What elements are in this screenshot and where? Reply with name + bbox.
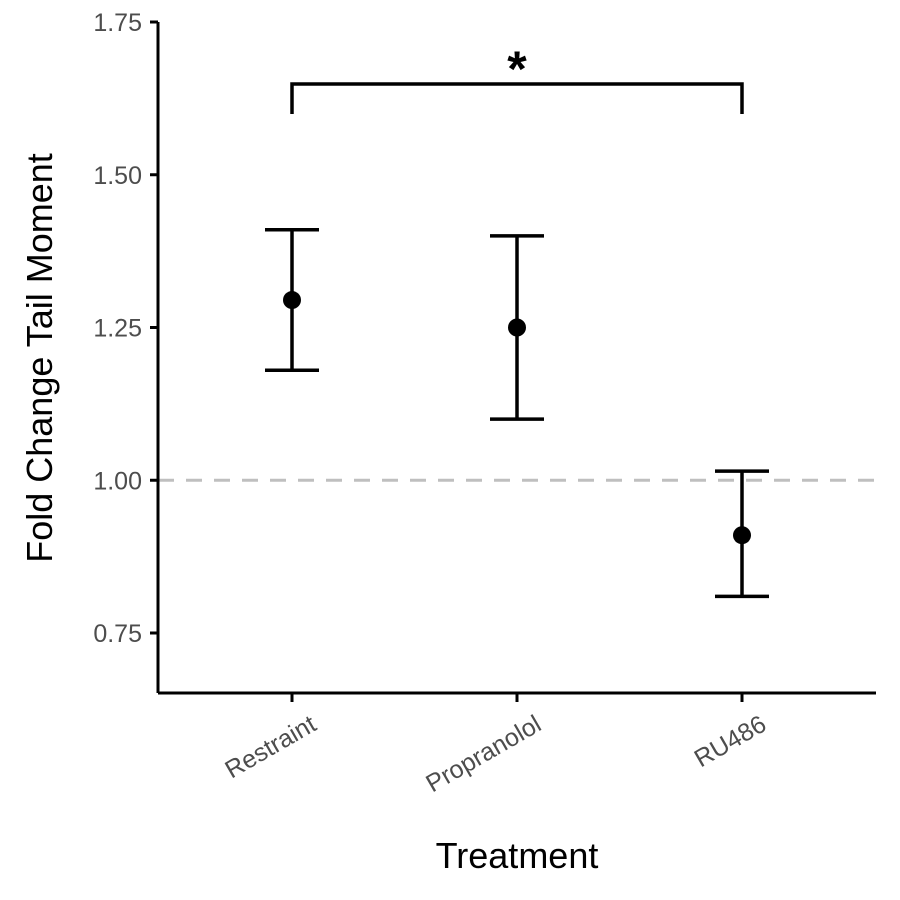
y-tick-label: 1.50 [93, 162, 142, 190]
significance-label: * [507, 41, 527, 97]
y-tick-label: 0.75 [93, 620, 142, 648]
data-point [283, 291, 301, 310]
y-tick-label: 1.00 [93, 467, 142, 495]
data-point [733, 526, 751, 545]
data-points [283, 291, 751, 545]
significance-bracket: * [290, 41, 744, 114]
significance-bracket-line [290, 82, 744, 114]
y-axis-title: Fold Change Tail Moment [19, 153, 60, 563]
y-tick-label: 1.25 [93, 315, 142, 343]
data-point [508, 318, 526, 337]
x-ticks: Restraint Propranolol RU486 [220, 693, 771, 798]
x-tick-label: Restraint [220, 710, 321, 784]
x-tick-label: Propranolol [421, 710, 546, 798]
x-tick-label: RU486 [690, 710, 771, 773]
y-tick-label: 1.75 [93, 9, 142, 37]
x-axis-title: Treatment [436, 835, 599, 876]
y-ticks: 0.75 1.00 1.25 1.50 1.75 [93, 9, 158, 648]
error-bars [265, 227, 769, 599]
